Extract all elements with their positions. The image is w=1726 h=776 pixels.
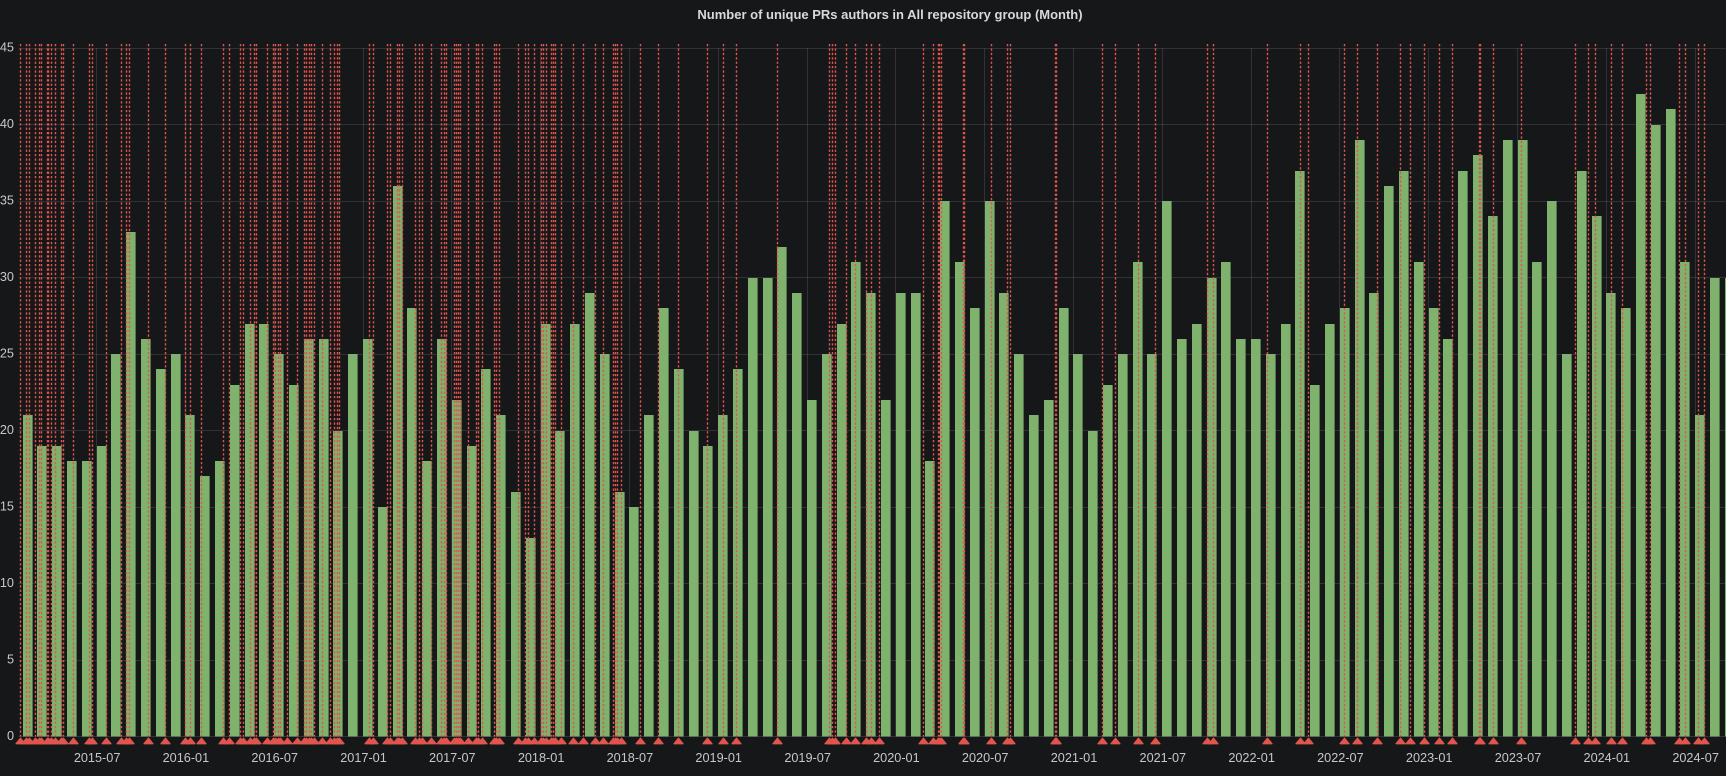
svg-text:0: 0	[7, 729, 14, 743]
svg-text:45: 45	[0, 41, 14, 55]
svg-text:10: 10	[0, 576, 14, 590]
svg-text:2016-01: 2016-01	[163, 751, 210, 765]
svg-text:2024-07: 2024-07	[1672, 751, 1719, 765]
svg-text:25: 25	[0, 347, 14, 361]
svg-text:2019-01: 2019-01	[695, 751, 742, 765]
svg-text:20: 20	[0, 423, 14, 437]
svg-text:2017-01: 2017-01	[340, 751, 387, 765]
svg-text:35: 35	[0, 194, 14, 208]
svg-text:2022-01: 2022-01	[1228, 751, 1275, 765]
svg-text:2019-07: 2019-07	[784, 751, 831, 765]
svg-text:15: 15	[0, 500, 14, 514]
svg-text:Number of unique PRs authors i: Number of unique PRs authors in All repo…	[697, 7, 1082, 22]
svg-text:2018-07: 2018-07	[607, 751, 654, 765]
svg-text:2020-01: 2020-01	[873, 751, 920, 765]
svg-text:2015-07: 2015-07	[74, 751, 121, 765]
svg-text:2023-01: 2023-01	[1406, 751, 1453, 765]
svg-text:40: 40	[0, 117, 14, 131]
svg-text:30: 30	[0, 270, 14, 284]
svg-text:2021-07: 2021-07	[1140, 751, 1187, 765]
svg-text:2024-01: 2024-01	[1584, 751, 1631, 765]
svg-text:2021-01: 2021-01	[1051, 751, 1098, 765]
svg-text:2016-07: 2016-07	[251, 751, 298, 765]
svg-text:2022-07: 2022-07	[1317, 751, 1364, 765]
svg-text:2020-07: 2020-07	[962, 751, 1009, 765]
svg-text:2018-01: 2018-01	[518, 751, 565, 765]
svg-text:2023-07: 2023-07	[1495, 751, 1542, 765]
svg-text:2017-07: 2017-07	[429, 751, 476, 765]
svg-text:5: 5	[7, 652, 14, 666]
